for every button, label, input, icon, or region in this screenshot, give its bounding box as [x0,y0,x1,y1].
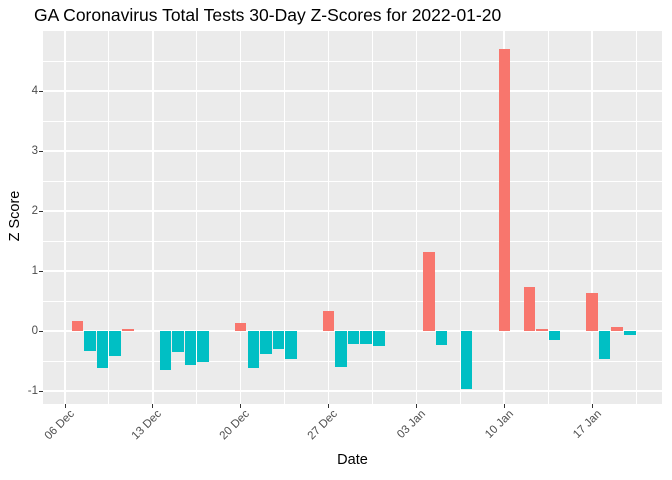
bar [335,331,347,367]
x-tick-mark [240,404,242,408]
minor-gridline-v [547,31,549,404]
y-tick-label: 0 [31,325,38,337]
minor-gridline-h [43,60,662,62]
minor-gridline-h [43,180,662,182]
bar [423,251,435,331]
x-tick-label: 03 Jan [394,408,428,441]
major-gridline-h [43,330,662,332]
bar [536,328,548,331]
minor-gridline-h [43,360,662,362]
x-tick-mark [415,404,417,408]
major-gridline-v [152,31,154,404]
y-tick-mark [39,150,43,152]
minor-gridline-v [108,31,110,404]
bar [611,326,623,331]
chart-title: GA Coronavirus Total Tests 30-Day Z-Scor… [34,5,502,25]
bar [84,331,96,351]
minor-gridline-v [371,31,373,404]
bar [272,331,285,349]
x-tick-label: 27 Dec [305,408,341,443]
bar [71,321,84,331]
major-gridline-h [43,270,662,272]
minor-gridline-v [459,31,461,404]
bar [523,286,536,331]
bar [373,331,385,346]
bar [122,329,134,331]
x-tick-mark [152,404,154,408]
minor-gridline-v [284,31,286,404]
x-tick-label: 17 Jan [570,408,604,441]
y-tick-label: 3 [31,145,38,157]
x-tick-mark [64,404,66,408]
x-tick-label: 10 Jan [482,408,516,441]
bar [234,322,247,331]
bar [184,331,197,366]
major-gridline-v [591,31,593,404]
x-axis-title: Date [337,452,368,468]
x-tick-label: 20 Dec [217,408,253,443]
y-tick-mark [39,330,43,332]
bar [260,331,272,355]
bar [197,331,209,363]
major-gridline-v [239,31,242,404]
bar [109,331,121,357]
y-tick-mark [39,210,43,212]
major-gridline-v [327,31,330,404]
bar [498,49,510,331]
bar [322,310,335,331]
y-tick-mark [39,270,43,272]
major-gridline-h [43,90,662,92]
bar [247,331,259,369]
major-gridline-h [43,150,662,152]
bar [435,331,448,346]
bar [172,331,184,352]
x-tick-mark [591,404,593,408]
major-gridline-h [43,390,662,392]
major-gridline-v [64,31,66,404]
bar [548,331,561,340]
bar [360,331,372,344]
major-gridline-v [415,31,418,404]
major-gridline-h [43,210,662,212]
bar [347,331,360,345]
minor-gridline-h [43,120,662,122]
x-tick-mark [503,404,505,408]
minor-gridline-h [43,300,662,302]
bar [285,331,297,360]
x-tick-mark [328,404,330,408]
y-tick-mark [39,390,43,392]
y-tick-label: 2 [31,205,38,217]
x-tick-label: 13 Dec [130,408,165,443]
y-tick-label: -1 [27,385,38,397]
y-tick-mark [39,90,43,92]
y-tick-label: 4 [31,85,38,97]
bar [96,331,109,369]
bar [624,331,636,336]
minor-gridline-h [43,240,662,242]
plot-panel [43,31,662,404]
bar [586,293,598,331]
bar [460,331,473,390]
bar [159,331,172,370]
minor-gridline-v [196,31,198,404]
x-tick-label: 06 Dec [42,408,77,443]
bar [598,331,611,359]
minor-gridline-v [635,31,637,404]
y-tick-label: 1 [31,265,38,277]
